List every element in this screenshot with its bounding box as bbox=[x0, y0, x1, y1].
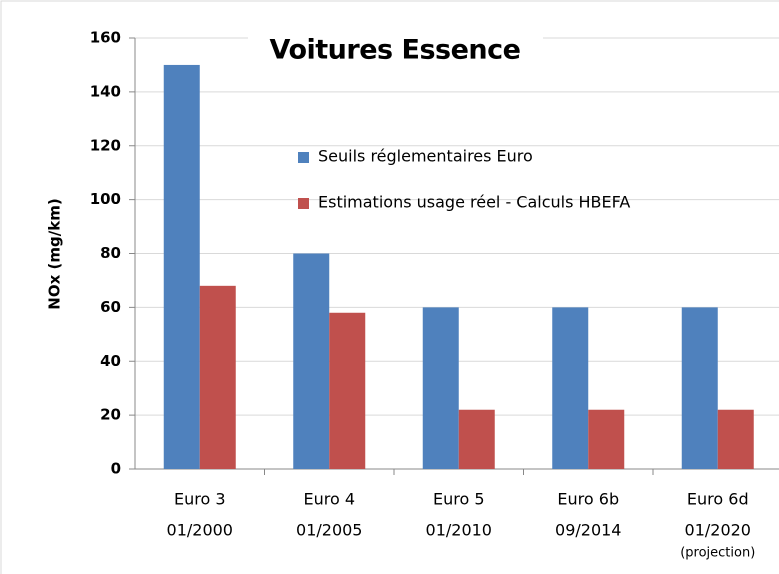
bar bbox=[717, 409, 754, 469]
y-tick-label: 40 bbox=[100, 352, 121, 370]
legend-label: Seuils réglementaires Euro bbox=[318, 147, 533, 166]
bar bbox=[293, 253, 330, 469]
x-tick-label: 01/2010 bbox=[426, 521, 492, 540]
y-tick-label: 20 bbox=[100, 406, 121, 424]
legend-swatch bbox=[298, 198, 309, 209]
bar bbox=[681, 307, 718, 469]
y-axis-label: NOx (mg/km) bbox=[46, 198, 64, 309]
bar bbox=[422, 307, 459, 469]
y-tick-label: 120 bbox=[90, 136, 121, 154]
legend-swatch bbox=[298, 152, 309, 163]
bar bbox=[199, 285, 236, 469]
x-tick-label: 01/2000 bbox=[167, 521, 233, 540]
y-tick-label: 80 bbox=[100, 244, 121, 262]
x-tick-label: Euro 5 bbox=[433, 490, 485, 509]
bar bbox=[552, 307, 589, 469]
y-tick-label: 0 bbox=[111, 460, 121, 478]
x-tick-label: Euro 6b bbox=[557, 490, 619, 509]
legend-label: Estimations usage réel - Calculs HBEFA bbox=[318, 193, 630, 212]
chart-title: Voitures Essence bbox=[270, 35, 521, 66]
title-background bbox=[248, 30, 543, 70]
bar bbox=[458, 409, 495, 469]
x-tick-label: (projection) bbox=[680, 546, 755, 561]
bar bbox=[163, 64, 200, 469]
bar bbox=[329, 312, 366, 469]
x-tick-label: Euro 4 bbox=[303, 490, 355, 509]
y-tick-label: 60 bbox=[100, 298, 121, 316]
y-tick-label: 160 bbox=[90, 29, 121, 47]
x-tick-label: Euro 3 bbox=[174, 490, 226, 509]
x-tick-label: 01/2005 bbox=[296, 521, 362, 540]
bar bbox=[588, 409, 625, 469]
x-tick-label: 09/2014 bbox=[555, 521, 621, 540]
y-tick-label: 100 bbox=[90, 190, 121, 208]
y-tick-label: 140 bbox=[90, 82, 121, 100]
x-tick-label: 01/2020 bbox=[685, 521, 751, 540]
x-tick-label: Euro 6d bbox=[687, 490, 749, 509]
